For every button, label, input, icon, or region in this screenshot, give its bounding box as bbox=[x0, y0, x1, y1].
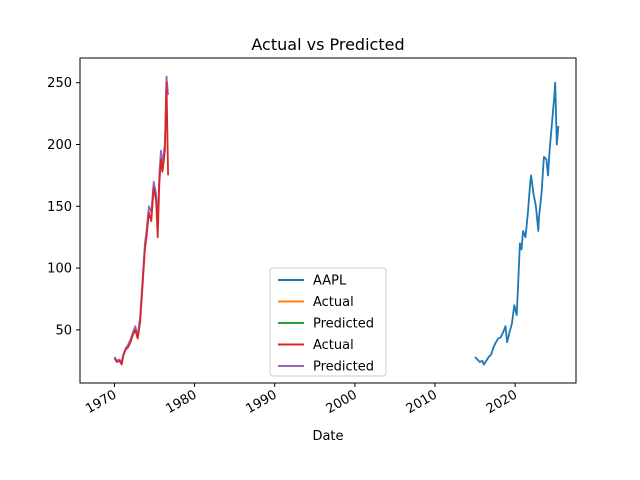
legend-label-2: Predicted bbox=[313, 317, 374, 332]
y-tick-label-3: 200 bbox=[47, 138, 72, 153]
y-tick-label-2: 150 bbox=[47, 200, 72, 215]
legend-label-4: Predicted bbox=[313, 360, 374, 375]
series-line-0 bbox=[474, 81, 560, 366]
legend-label-0: AAPL bbox=[313, 274, 347, 289]
y-tick-label-4: 250 bbox=[47, 76, 72, 91]
series-line-2 bbox=[113, 81, 169, 366]
chart-title: Actual vs Predicted bbox=[251, 35, 404, 54]
legend-box bbox=[269, 267, 387, 377]
legend: AAPL Actual Predicted Actual Predicted bbox=[269, 267, 387, 377]
x-axis-label: Date bbox=[312, 429, 343, 444]
y-axis: 50 100 150 200 250 bbox=[47, 76, 80, 338]
y-tick-label-0: 50 bbox=[55, 323, 72, 338]
plot-frame bbox=[79, 57, 577, 384]
y-tick-label-1: 100 bbox=[47, 262, 72, 277]
legend-label-1: Actual bbox=[313, 295, 354, 310]
legend-label-3: Actual bbox=[313, 338, 354, 353]
series-layer bbox=[113, 75, 560, 366]
